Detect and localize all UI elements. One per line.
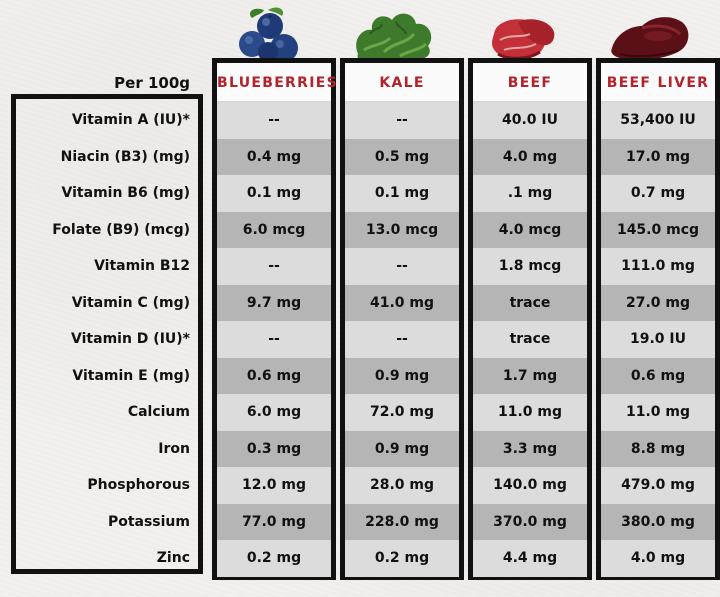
table-cell: -- <box>217 248 331 285</box>
table-cell: 0.4 mg <box>217 138 331 175</box>
table-cell: 3.3 mg <box>473 430 587 467</box>
table-cell: 380.0 mg <box>601 503 715 540</box>
table-cell: 28.0 mg <box>345 467 459 504</box>
table-cell: 145.0 mcg <box>601 211 715 248</box>
table-cell: 17.0 mg <box>601 138 715 175</box>
table-cell: .1 mg <box>473 175 587 212</box>
table-cell: 111.0 mg <box>601 248 715 285</box>
table-cell: 370.0 mg <box>473 503 587 540</box>
table-cell: 8.8 mg <box>601 430 715 467</box>
table-cell: 0.6 mg <box>601 357 715 394</box>
table-cell: 4.4 mg <box>473 540 587 577</box>
nutrient-label: Vitamin E (mg) <box>72 367 190 384</box>
food-column: BEEF 40.0 IU 4.0 mg .1 mg 4.0 mcg 1.8 mcg trac… <box>468 58 592 580</box>
table-cell: 1.8 mcg <box>473 248 587 285</box>
nutrient-label: Niacin (B3) (mg) <box>60 148 190 165</box>
table-cell: 0.5 mg <box>345 138 459 175</box>
table-cell: trace <box>473 321 587 358</box>
blueberries-image <box>239 7 298 62</box>
table-cell: 13.0 mcg <box>345 211 459 248</box>
table-cell: 40.0 IU <box>473 102 587 139</box>
table-cell: 11.0 mg <box>473 394 587 431</box>
table-cell: -- <box>345 102 459 139</box>
table-cell: 4.0 mg <box>473 138 587 175</box>
table-cell: 77.0 mg <box>217 503 331 540</box>
table-cell: 0.1 mg <box>345 175 459 212</box>
table-cell: 53,400 IU <box>601 102 715 139</box>
table-cell: trace <box>473 284 587 321</box>
table-cell: 4.0 mcg <box>473 211 587 248</box>
table-cell: 1.7 mg <box>473 357 587 394</box>
table-cell: 0.1 mg <box>217 175 331 212</box>
nutrient-label: Vitamin C (mg) <box>71 294 190 311</box>
food-column: BLUEBERRIES -- 0.4 mg 0.1 mg 6.0 mcg -- 9.7 mg… <box>212 58 337 580</box>
nutrient-label: Calcium <box>127 404 190 420</box>
food-column: KALE -- 0.5 mg 0.1 mg 13.0 mcg -- 41.0 mg -- 0.9… <box>340 58 464 580</box>
nutrient-label: Vitamin B12 <box>94 258 190 274</box>
table-cell: 6.0 mg <box>217 394 331 431</box>
table-cell: 12.0 mg <box>217 467 331 504</box>
table-cell: 0.2 mg <box>345 540 459 577</box>
kale-image <box>356 13 432 62</box>
table-cell: -- <box>217 102 331 139</box>
table-cell: 0.7 mg <box>601 175 715 212</box>
nutrient-label: Vitamin D (IU)* <box>71 331 190 347</box>
table-cell: 27.0 mg <box>601 284 715 321</box>
nutrient-label-frame <box>11 94 203 574</box>
table-cell: -- <box>217 321 331 358</box>
nutrient-label: Potassium <box>107 513 190 530</box>
beef-image <box>492 19 555 60</box>
beef-liver-image <box>611 17 689 60</box>
table-cell: 72.0 mg <box>345 394 459 431</box>
table-cell: 140.0 mg <box>473 467 587 504</box>
nutrient-label: Folate (B9) (mcg) <box>52 221 190 238</box>
nutrient-label: Iron <box>158 440 190 457</box>
table-cell: 0.6 mg <box>217 357 331 394</box>
table-cell: 0.3 mg <box>217 430 331 467</box>
table-cell: 4.0 mg <box>601 540 715 577</box>
table-cell: 0.2 mg <box>217 540 331 577</box>
nutrient-label: Vitamin A (IU)* <box>71 112 190 128</box>
table-cell: 41.0 mg <box>345 284 459 321</box>
table-cell: -- <box>345 321 459 358</box>
per-100g-label: Per 100g <box>114 74 190 92</box>
nutrient-label: Vitamin B6 (mg) <box>61 185 190 201</box>
food-column-header: BLUEBERRIES <box>217 63 337 101</box>
table-cell: -- <box>345 248 459 285</box>
table-cell: 0.9 mg <box>345 357 459 394</box>
table-cell: 228.0 mg <box>345 503 459 540</box>
table-cell: 0.9 mg <box>345 430 459 467</box>
nutrient-label: Phosphorous <box>87 477 190 493</box>
table-cell: 6.0 mcg <box>217 211 331 248</box>
table-cell: 19.0 IU <box>601 321 715 358</box>
food-column-header: KALE <box>345 63 459 101</box>
table-cell: 479.0 mg <box>601 467 715 504</box>
nutrient-label: Zinc <box>156 550 190 566</box>
food-column: BEEF LIVER 53,400 IU 17.0 mg 0.7 mg 145.0 mc… <box>596 58 720 580</box>
table-cell: 11.0 mg <box>601 394 715 431</box>
food-column-header: BEEF <box>473 63 587 101</box>
food-column-header: BEEF LIVER <box>601 63 715 101</box>
table-cell: 9.7 mg <box>217 284 331 321</box>
